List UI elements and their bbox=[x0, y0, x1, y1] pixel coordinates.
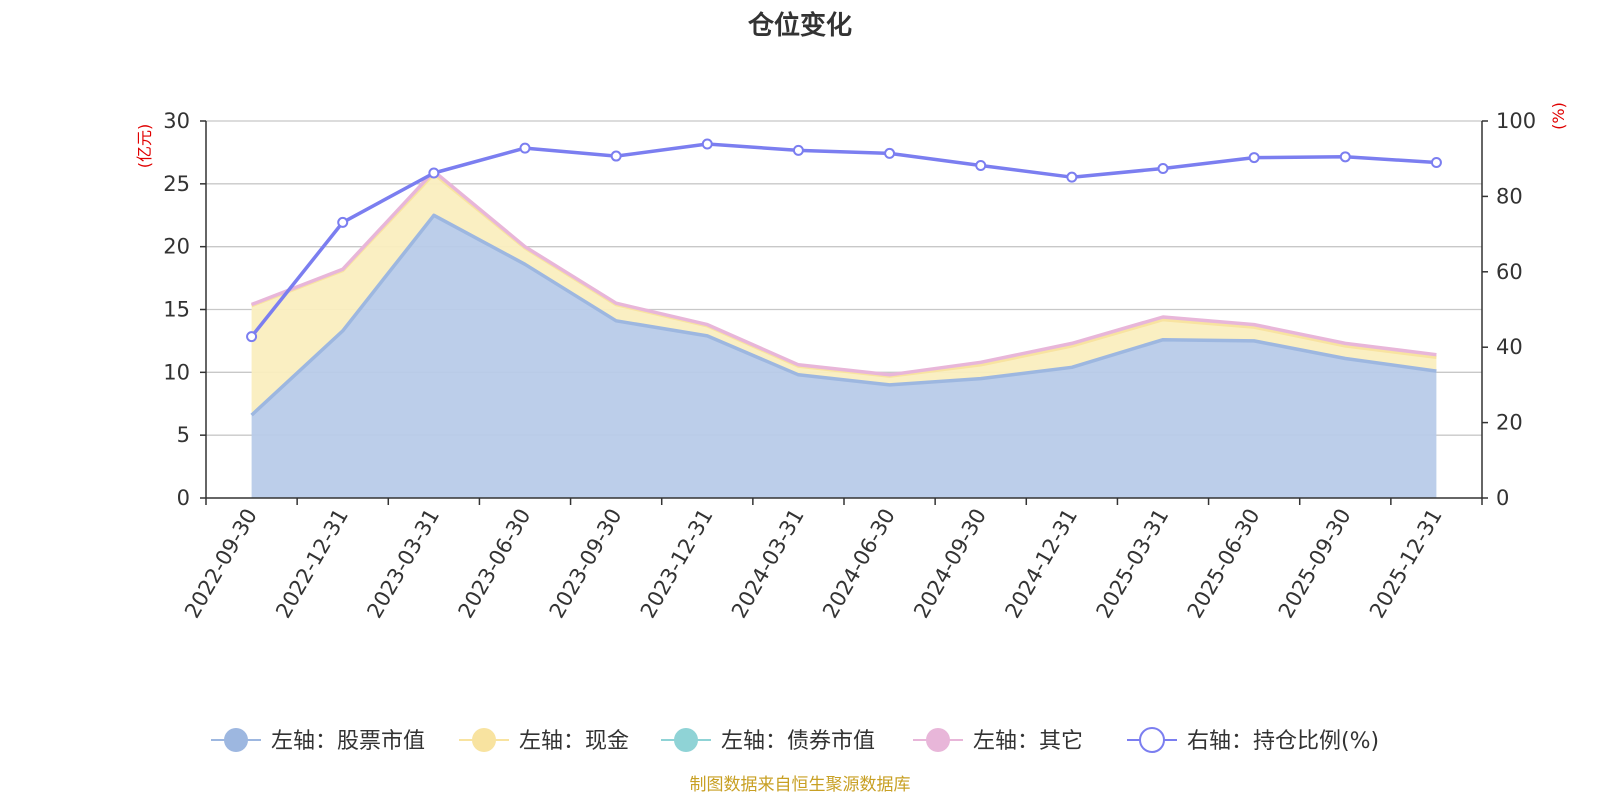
x-axis-tick-label: 2024-12-31 bbox=[1000, 505, 1082, 623]
ratio-point bbox=[337, 216, 349, 228]
line-ratio bbox=[250, 142, 1437, 338]
x-axis-tick-label: 2023-09-30 bbox=[545, 505, 627, 623]
right-axis-unit: (%) bbox=[1549, 102, 1568, 130]
left-axis-tick-label: 0 bbox=[177, 486, 190, 510]
left-axis-tick-label: 15 bbox=[163, 298, 190, 322]
ratio-point bbox=[1066, 171, 1078, 183]
area-左轴：股票市值 bbox=[251, 215, 1437, 499]
legend-label: 左轴：股票市值 bbox=[271, 729, 425, 754]
legend: 左轴：股票市值 左轴：现金 左轴：债券市值 左轴：其它 右轴：持仓比例(%) bbox=[211, 727, 1379, 754]
right-axis-tick-label: 80 bbox=[1496, 184, 1523, 208]
x-axis-tick-label: 2023-06-30 bbox=[454, 505, 536, 623]
legend-marker bbox=[926, 728, 950, 752]
left-axis-tick-label: 20 bbox=[163, 235, 190, 259]
series-lines bbox=[250, 142, 1437, 417]
x-axis-tick-label: 2024-06-30 bbox=[818, 505, 900, 623]
x-axis-tick-label: 2025-03-31 bbox=[1092, 505, 1174, 623]
ratio-point bbox=[1430, 156, 1442, 168]
legend-marker bbox=[472, 728, 496, 752]
right-axis-tick-label: 100 bbox=[1496, 109, 1536, 133]
ratio-point bbox=[975, 159, 987, 171]
right-axis-tick-label: 40 bbox=[1496, 335, 1523, 359]
right-axis-tick-label: 0 bbox=[1496, 486, 1509, 510]
left-axis-tick-label: 5 bbox=[177, 423, 190, 447]
right-axis-tick-label: 60 bbox=[1496, 260, 1523, 284]
ratio-point bbox=[519, 142, 531, 154]
ratio-point bbox=[884, 147, 896, 159]
legend-label: 左轴：其它 bbox=[973, 729, 1083, 754]
x-axis-tick-label: 2022-09-30 bbox=[180, 505, 262, 623]
ratio-point bbox=[701, 138, 713, 150]
x-axis-tick-label: 2023-03-31 bbox=[362, 505, 444, 623]
legend-marker bbox=[224, 728, 248, 752]
legend-label: 左轴：债券市值 bbox=[721, 729, 875, 754]
x-axis-tick-label: 2024-03-31 bbox=[727, 505, 809, 623]
legend-label: 右轴：持仓比例(%) bbox=[1187, 729, 1379, 754]
left-axis-tick-label: 25 bbox=[163, 172, 190, 196]
line-左轴：其它 bbox=[250, 169, 1437, 377]
x-axis-tick-label: 2022-12-31 bbox=[271, 505, 353, 623]
left-axis-unit: (亿元) bbox=[135, 124, 154, 169]
legend-marker bbox=[674, 728, 698, 752]
legend-marker bbox=[1139, 727, 1165, 753]
ratio-point bbox=[792, 144, 804, 156]
ratio-point bbox=[1248, 152, 1260, 164]
chart-title: 仓位变化 bbox=[747, 10, 852, 41]
x-axis-tick-label: 2025-06-30 bbox=[1183, 505, 1265, 623]
ratio-point bbox=[246, 331, 258, 343]
right-axis-tick-label: 20 bbox=[1496, 411, 1523, 435]
ratio-point bbox=[428, 167, 440, 179]
left-axis-tick-label: 10 bbox=[163, 360, 190, 384]
ratio-point bbox=[1339, 151, 1351, 163]
x-axis-tick-label: 2025-12-31 bbox=[1365, 505, 1447, 623]
legend-label: 左轴：现金 bbox=[519, 729, 629, 754]
x-axis-tick-label: 2025-09-30 bbox=[1274, 505, 1356, 623]
line-左轴：股票市值 bbox=[250, 213, 1437, 417]
ratio-points bbox=[246, 138, 1442, 343]
ratio-point bbox=[610, 150, 622, 162]
left-axis-tick-label: 30 bbox=[163, 109, 190, 133]
ratio-point bbox=[1157, 163, 1169, 175]
data-source-note: 制图数据来自恒生聚源数据库 bbox=[690, 775, 911, 795]
x-axis-tick-label: 2024-09-30 bbox=[909, 505, 991, 623]
x-axis-tick-label: 2023-12-31 bbox=[636, 505, 718, 623]
